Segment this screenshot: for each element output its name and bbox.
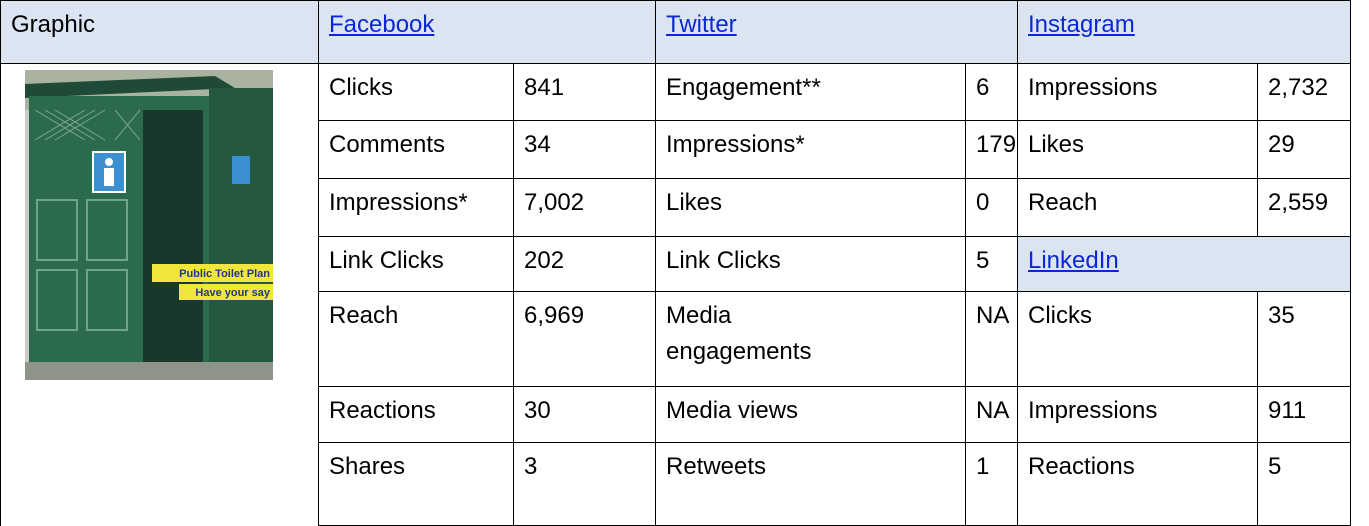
metric-label: Likes <box>656 179 966 237</box>
metric-value: 34 <box>514 121 656 179</box>
cell-text: Media views <box>666 393 856 429</box>
header-cell: Instagram <box>1018 1 1351 64</box>
metric-label: Reactions <box>1018 443 1258 526</box>
caption-text: Have your say <box>195 287 270 299</box>
metric-label: Media views <box>656 387 966 443</box>
metric-value: 5 <box>1258 443 1351 526</box>
metric-label: Likes <box>1018 121 1258 179</box>
metric-value: 202 <box>514 237 656 292</box>
table-body: Graphic Facebook Twitter Instagram Publi… <box>1 1 1351 526</box>
section-header: LinkedIn <box>1018 237 1351 292</box>
metric-label: Impressions <box>1018 387 1258 443</box>
page: Graphic Facebook Twitter Instagram Publi… <box>0 0 1369 525</box>
section-link[interactable]: LinkedIn <box>1028 247 1119 274</box>
cell-text: Impressions* <box>666 127 856 163</box>
metric-label: Clicks <box>1018 292 1258 387</box>
metric-label: Retweets <box>656 443 966 526</box>
graphic-image: Public Toilet Plan Have your say <box>25 70 273 380</box>
header-cell: Facebook <box>319 1 656 64</box>
metric-label: Impressions <box>1018 64 1258 121</box>
metric-value: 2,732 <box>1258 64 1351 121</box>
metric-value: 179 <box>966 121 1018 179</box>
cell-text: Likes <box>666 185 856 221</box>
metric-label: Link Clicks <box>319 237 514 292</box>
header-cell: Twitter <box>656 1 1018 64</box>
metric-value: 0 <box>966 179 1018 237</box>
header-row: Graphic Facebook Twitter Instagram <box>1 1 1351 64</box>
metric-value: 7,002 <box>514 179 656 237</box>
header-link[interactable]: Facebook <box>329 11 434 38</box>
cell-text: Link Clicks <box>666 243 856 279</box>
metric-value: 5 <box>966 237 1018 292</box>
header-link[interactable]: Twitter <box>666 11 737 38</box>
metric-label: Reactions <box>319 387 514 443</box>
metric-label: Clicks <box>319 64 514 121</box>
metric-value: 35 <box>1258 292 1351 387</box>
metric-value: 1 <box>966 443 1018 526</box>
metric-value: 841 <box>514 64 656 121</box>
metric-label: Engagement** <box>656 64 966 121</box>
metric-label: Reach <box>319 292 514 387</box>
metric-value: 6,969 <box>514 292 656 387</box>
metric-label: Impressions* <box>656 121 966 179</box>
graphic-cell: Public Toilet Plan Have your say <box>1 64 319 526</box>
metric-value: 911 <box>1258 387 1351 443</box>
stats-table: Graphic Facebook Twitter Instagram Publi… <box>0 0 1351 526</box>
cell-text: Media engagements <box>666 298 856 370</box>
metric-value: 29 <box>1258 121 1351 179</box>
metric-label: Shares <box>319 443 514 526</box>
metric-value: 30 <box>514 387 656 443</box>
cell-text: Retweets <box>666 449 856 485</box>
metric-label: Media engagements <box>656 292 966 387</box>
metric-label: Reach <box>1018 179 1258 237</box>
header-cell: Graphic <box>1 1 319 64</box>
metric-label: Link Clicks <box>656 237 966 292</box>
metric-value: NA <box>966 292 1018 387</box>
metric-value: NA <box>966 387 1018 443</box>
metric-label: Impressions* <box>319 179 514 237</box>
metric-value: 2,559 <box>1258 179 1351 237</box>
metric-value: 6 <box>966 64 1018 121</box>
metric-value: 3 <box>514 443 656 526</box>
cell-text: Engagement** <box>666 70 856 106</box>
caption-text: Public Toilet Plan <box>179 268 270 280</box>
header-link[interactable]: Instagram <box>1028 11 1135 38</box>
metric-label: Comments <box>319 121 514 179</box>
